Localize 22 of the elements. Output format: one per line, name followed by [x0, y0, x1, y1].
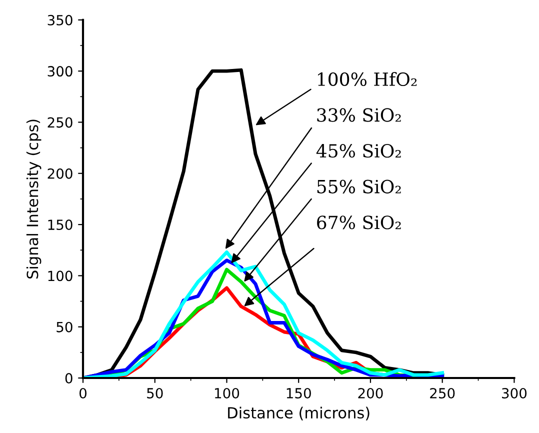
y-tick-label: 250 — [48, 117, 72, 128]
y-tick-label: 50 — [56, 322, 72, 332]
y-tick-label: 200 — [48, 168, 72, 179]
annotation: 33% SiO₂ — [317, 108, 401, 122]
x-axis-title: Distance (microns) — [228, 406, 370, 420]
x-tick-label: 250 — [430, 388, 455, 398]
x-tick-label: 100 — [215, 388, 240, 398]
annotation: 100% HfO₂ — [318, 72, 417, 86]
x-tick-label: 200 — [358, 388, 383, 398]
annotation: 45% SiO₂ — [316, 144, 401, 158]
x-tick-label: 0 — [80, 388, 86, 398]
y-tick-label: 100 — [48, 270, 72, 282]
y-tick-label: 350 — [48, 14, 72, 26]
x-tick-label: 50 — [147, 388, 163, 398]
x-tick-label: 300 — [502, 388, 527, 398]
y-tick-label: 300 — [48, 66, 72, 77]
annotation: 55% SiO₂ — [317, 180, 401, 194]
x-tick-label: 150 — [286, 388, 311, 398]
y-axis-title: Signal Intensity (cps) — [26, 120, 42, 279]
y-tick-label: 0 — [65, 372, 72, 384]
annotation: 67% SiO₂ — [317, 216, 401, 230]
y-tick-label: 150 — [48, 220, 72, 230]
